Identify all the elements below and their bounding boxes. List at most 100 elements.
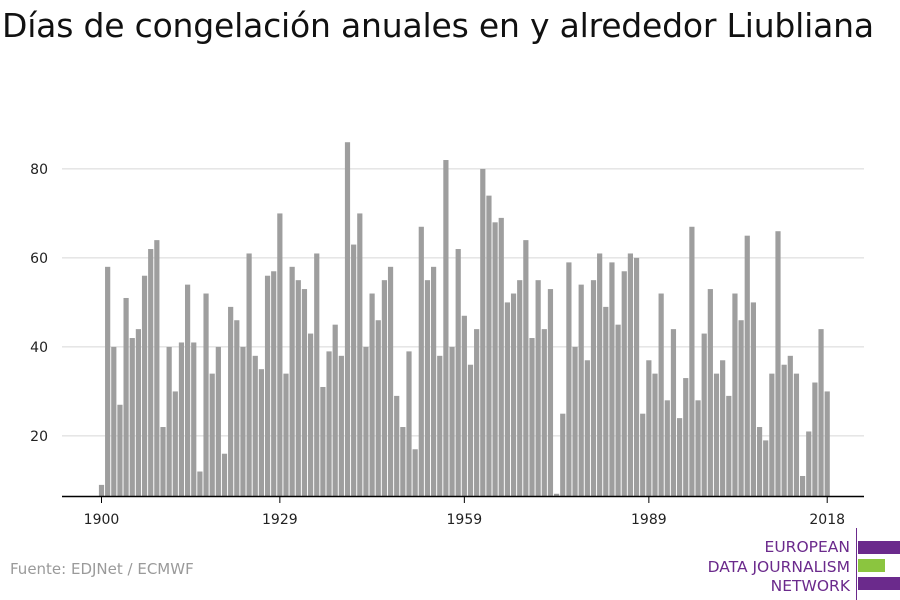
bar-2007 (756, 427, 763, 496)
bar-1951 (412, 449, 418, 496)
bar-1923 (240, 346, 246, 496)
bar-1947 (387, 266, 394, 496)
bar-1989 (646, 360, 652, 496)
logo-bar-purple-bottom (858, 577, 900, 590)
bar-1980 (590, 280, 597, 496)
bar-1919 (215, 346, 221, 496)
bar-1934 (308, 333, 314, 496)
bar-2013 (793, 373, 800, 497)
bar-2010 (775, 231, 781, 496)
y-tick-label: 80 (30, 162, 48, 178)
bar-2018 (824, 391, 830, 496)
logo-line-2: DATA JOURNALISM (707, 558, 850, 576)
x-tick-label: 1900 (84, 512, 120, 528)
bar-1961 (474, 329, 480, 497)
bar-2011 (781, 364, 787, 496)
bar-1991 (658, 293, 664, 496)
bar-2001 (720, 360, 726, 496)
bar-1933 (301, 289, 308, 496)
bar-1999 (707, 289, 713, 496)
bar-2015 (806, 431, 812, 496)
bar-1942 (357, 213, 363, 496)
bar-1967 (510, 293, 517, 496)
bar-1974 (554, 493, 560, 496)
bars (98, 142, 830, 497)
bar-1990 (652, 373, 658, 497)
bar-1963 (486, 195, 492, 497)
y-tick-label: 40 (30, 340, 48, 356)
bar-1997 (695, 400, 701, 496)
y-tick-label: 20 (30, 429, 48, 445)
bar-1992 (664, 400, 670, 496)
bar-1952 (418, 226, 424, 496)
bar-1916 (197, 471, 203, 496)
bar-1983 (609, 262, 615, 497)
bar-2003 (732, 293, 738, 496)
bar-1988 (640, 413, 646, 496)
bar-1940 (344, 142, 351, 496)
logo-divider (856, 528, 857, 600)
bar-1913 (178, 342, 185, 496)
bar-1922 (234, 320, 240, 496)
bar-1939 (338, 355, 344, 496)
bar-1943 (363, 346, 369, 496)
logo-bar-green (858, 559, 885, 572)
bar-2014 (800, 475, 806, 496)
bar-1946 (381, 280, 387, 496)
bar-1928 (271, 271, 277, 496)
bar-2004 (738, 320, 744, 496)
bar-1925 (252, 355, 258, 496)
y-tick-label: 60 (30, 251, 48, 267)
bar-1995 (683, 378, 689, 496)
bar-1938 (332, 324, 338, 496)
x-tick-label: 2018 (809, 512, 845, 528)
bar-1957 (449, 346, 455, 496)
source-note: Fuente: EDJNet / ECMWF (10, 560, 194, 578)
bar-2006 (750, 302, 756, 496)
logo-line-3: NETWORK (770, 577, 850, 595)
bar-1948 (394, 395, 400, 497)
bar-1959 (461, 315, 467, 496)
bar-1965 (498, 217, 504, 497)
bar-1932 (295, 280, 301, 496)
bar-1901 (105, 266, 111, 496)
x-tick-label: 1959 (447, 512, 483, 528)
bar-1970 (529, 338, 535, 496)
bar-1993 (670, 329, 677, 497)
bar-1902 (111, 346, 117, 496)
bar-1960 (467, 364, 474, 496)
bar-1904 (123, 297, 129, 496)
bar-1936 (320, 386, 326, 496)
bar-1958 (455, 249, 461, 496)
bar-1969 (523, 240, 529, 497)
bar-1954 (431, 266, 437, 496)
bar-1945 (375, 320, 381, 496)
bar-2017 (818, 329, 824, 497)
y-axis-labels: 20 40 60 80 (30, 162, 48, 445)
bar-1917 (203, 293, 209, 496)
bar-1930 (283, 373, 289, 497)
bar-1908 (148, 249, 154, 496)
bar-1914 (185, 284, 191, 497)
bar-2012 (787, 355, 793, 496)
bar-1912 (172, 391, 178, 496)
logo-line-1: EUROPEAN (764, 538, 850, 556)
bar-1950 (406, 351, 412, 497)
bar-1907 (141, 275, 148, 496)
edjnet-logo: EUROPEAN DATA JOURNALISM NETWORK (700, 528, 900, 600)
logo-bar-purple-top (858, 541, 900, 554)
bar-1956 (443, 160, 449, 496)
bar-1906 (135, 329, 141, 497)
bar-1900 (98, 484, 105, 497)
bar-1935 (314, 253, 320, 496)
bar-1915 (191, 342, 197, 496)
bar-1941 (351, 244, 357, 496)
bar-1911 (166, 346, 172, 496)
x-tick-label: 1989 (631, 512, 667, 528)
bar-1984 (615, 324, 621, 496)
bar-1937 (326, 351, 332, 497)
chart-title: Días de congelación anuales en y alreded… (2, 6, 874, 45)
bar-1955 (437, 355, 443, 496)
bar-1996 (689, 226, 695, 496)
